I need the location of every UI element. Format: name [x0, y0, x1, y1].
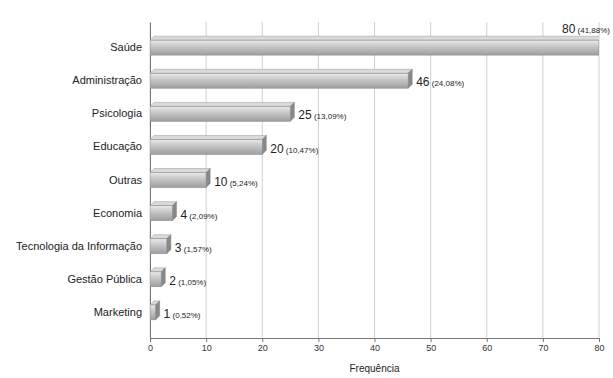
x-axis: 0 10 20 30 40 50 60 70 80	[148, 338, 605, 353]
x-tick-mark	[318, 338, 319, 342]
bar-side	[161, 268, 165, 287]
bar-top	[150, 102, 294, 106]
x-tick: 50	[426, 338, 436, 353]
x-tick-mark	[375, 338, 376, 342]
bar-top	[150, 36, 599, 40]
y-tick-label: Saúde	[110, 41, 142, 53]
data-label: 80 (41,88%)	[562, 22, 610, 36]
x-tick-label: 10	[202, 343, 212, 353]
bar-top	[150, 202, 176, 206]
y-tick-label: Gestão Pública	[67, 273, 142, 285]
data-label: 20 (10,47%)	[270, 142, 318, 156]
grid-line	[599, 22, 600, 338]
x-tick-mark	[206, 338, 207, 342]
x-tick-mark	[150, 338, 151, 342]
y-tick: Gestão Pública	[67, 273, 150, 285]
x-tick: 10	[202, 338, 212, 353]
bar-top	[150, 169, 210, 173]
data-label: 10 (5,24%)	[214, 175, 258, 189]
bar-top	[150, 69, 412, 73]
y-tick: Marketing	[94, 306, 150, 318]
bar	[150, 305, 156, 320]
x-tick-mark	[431, 338, 432, 342]
y-tick-label: Economia	[93, 207, 143, 219]
bar-side	[172, 202, 176, 221]
grid	[150, 22, 599, 338]
x-tick-label: 20	[258, 343, 268, 353]
y-tick: Psicologia	[92, 107, 150, 119]
y-tick-label: Tecnologia da Informação	[16, 240, 142, 252]
x-tick: 40	[370, 338, 380, 353]
bar	[150, 73, 408, 88]
x-tick: 60	[482, 338, 492, 353]
y-tick: Tecnologia da Informação	[16, 240, 150, 252]
bar-side	[290, 102, 294, 121]
y-tick-label: Outras	[109, 174, 143, 186]
chart: 0 10 20 30 40 50 60 70 80 Saúde Administração Psico…	[0, 0, 613, 378]
x-tick: 80	[594, 338, 604, 353]
bar	[150, 272, 161, 287]
x-axis-title: Frequência	[349, 363, 399, 374]
x-axis-line	[151, 339, 600, 343]
x-tick-label: 0	[148, 343, 153, 353]
x-tick: 0	[148, 338, 153, 353]
data-label: 2 (1,05%)	[169, 274, 206, 288]
y-tick: Outras	[109, 174, 150, 186]
bar-side	[262, 135, 266, 154]
y-tick-label: Psicologia	[92, 107, 143, 119]
bar	[150, 106, 290, 121]
x-tick-label: 30	[314, 343, 324, 353]
bar-side	[206, 169, 210, 188]
y-axis: Saúde Administração Psicologia Educação Outr…	[16, 23, 150, 339]
y-tick-label: Educação	[93, 140, 142, 152]
x-tick-label: 80	[594, 343, 604, 353]
data-label: 1 (0,52%)	[164, 307, 201, 321]
bar-side	[167, 235, 171, 254]
x-tick-label: 60	[482, 343, 492, 353]
x-tick-mark	[543, 338, 544, 342]
data-label: 4 (2,09%)	[180, 208, 217, 222]
x-tick: 20	[258, 338, 268, 353]
bar	[150, 139, 262, 154]
bars	[150, 36, 599, 320]
bar-side	[156, 301, 160, 320]
data-labels: 80 (41,88%) 46 (24,08%) 25 (13,09%) 20 (10,…	[164, 22, 611, 321]
x-tick-label: 70	[538, 343, 548, 353]
bar	[150, 206, 172, 221]
y-tick-label: Administração	[72, 74, 142, 86]
grid-line	[542, 22, 543, 338]
x-tick-mark	[262, 338, 263, 342]
grid-line	[486, 22, 487, 338]
y-tick: Educação	[93, 140, 150, 152]
data-label: 46 (24,08%)	[416, 75, 464, 89]
data-label: 25 (13,09%)	[298, 108, 346, 122]
bar-top	[150, 135, 266, 139]
grid-line	[430, 22, 431, 338]
bar	[150, 40, 599, 55]
y-tick: Saúde	[110, 41, 150, 53]
bar	[150, 239, 167, 254]
bar	[150, 173, 206, 188]
x-tick-mark	[487, 338, 488, 342]
data-label: 3 (1,57%)	[175, 241, 212, 255]
y-tick-label: Marketing	[94, 306, 142, 318]
x-tick: 30	[314, 338, 324, 353]
x-tick-label: 50	[426, 343, 436, 353]
y-tick: Administração	[72, 74, 150, 86]
bar-side	[408, 69, 412, 88]
y-tick: Economia	[93, 207, 150, 219]
x-tick-mark	[599, 338, 600, 342]
x-tick: 70	[538, 338, 548, 353]
x-tick-label: 40	[370, 343, 380, 353]
